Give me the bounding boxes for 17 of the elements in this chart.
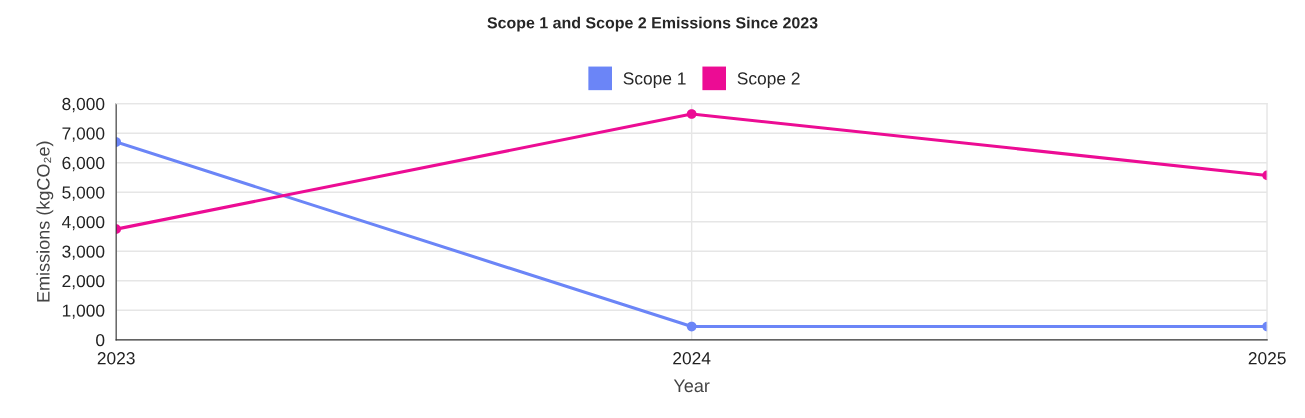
y-tick-label: 1,000 — [62, 304, 105, 319]
y-tick-label: 6,000 — [62, 156, 105, 172]
chart-title: Scope 1 and Scope 2 Emissions Since 2023 — [487, 16, 818, 32]
x-tick-label: 2025 — [1248, 352, 1286, 365]
y-tick-label: 0 — [96, 334, 105, 347]
y-tick-label: 7,000 — [62, 127, 105, 142]
x-tick-label: 2024 — [673, 352, 711, 365]
legend-label: Scope 2 — [737, 72, 800, 89]
x-tick-label: 2023 — [97, 352, 135, 365]
y-tick-label: 2,000 — [62, 274, 105, 290]
y-tick-label: 5,000 — [62, 186, 105, 201]
y-tick-label: 3,000 — [62, 245, 105, 260]
y-axis-title: Emissions (kgCO₂e) — [36, 141, 54, 302]
y-tick-label: 4,000 — [61, 215, 105, 231]
y-tick-label: 8,000 — [62, 97, 105, 113]
x-axis-title: Year — [673, 379, 710, 393]
legend-label: Scope 1 — [623, 72, 686, 89]
